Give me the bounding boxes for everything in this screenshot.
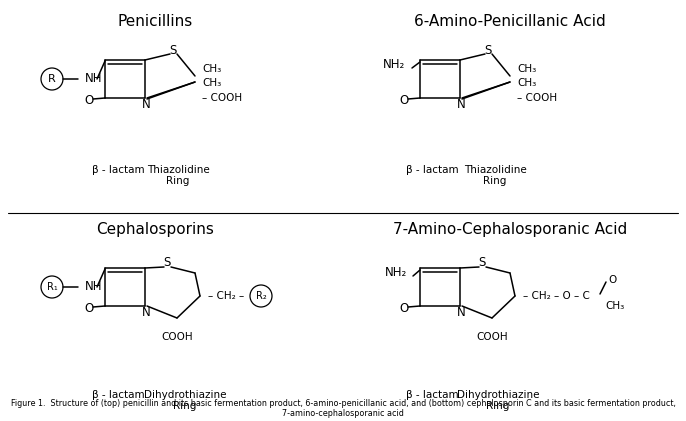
Text: O: O: [399, 94, 409, 107]
Text: CH₃: CH₃: [517, 64, 536, 74]
Text: CH₃: CH₃: [202, 64, 222, 74]
Text: NH₂: NH₂: [385, 266, 407, 280]
Text: COOH: COOH: [476, 332, 508, 342]
Text: Ring: Ring: [484, 176, 507, 186]
Text: CH₃: CH₃: [605, 301, 624, 311]
Text: S: S: [484, 43, 492, 56]
Text: R₂: R₂: [256, 291, 266, 301]
Text: CH₃: CH₃: [517, 78, 536, 88]
Text: 6-Amino-Penicillanic Acid: 6-Amino-Penicillanic Acid: [414, 14, 606, 29]
Text: CH₃: CH₃: [202, 78, 222, 88]
Text: Penicillins: Penicillins: [117, 14, 193, 29]
Text: Ring: Ring: [166, 176, 190, 186]
Text: Dihydrothiazine: Dihydrothiazine: [457, 390, 539, 400]
Text: Thiazolidine: Thiazolidine: [464, 165, 526, 175]
Text: β - lactam: β - lactam: [92, 390, 144, 400]
Text: Ring: Ring: [174, 401, 197, 411]
Text: R: R: [48, 74, 56, 84]
Text: Figure 1.  Structure of (top) penicillin and its basic fermentation product, 6-a: Figure 1. Structure of (top) penicillin …: [10, 399, 676, 418]
Text: S: S: [169, 43, 177, 56]
Text: O: O: [84, 94, 93, 107]
Text: – COOH: – COOH: [202, 93, 242, 103]
Text: N: N: [457, 306, 465, 319]
Text: S: S: [163, 256, 171, 269]
Text: R₁: R₁: [47, 282, 58, 292]
Text: O: O: [608, 275, 616, 285]
Text: NH₂: NH₂: [383, 59, 405, 72]
Text: O: O: [399, 303, 409, 315]
Text: β - lactam: β - lactam: [405, 390, 458, 400]
Text: N: N: [141, 306, 150, 319]
Text: N: N: [141, 98, 150, 110]
Text: β - lactam: β - lactam: [92, 165, 144, 175]
Text: COOH: COOH: [161, 332, 193, 342]
Text: Cephalosporins: Cephalosporins: [96, 222, 214, 237]
Text: NH: NH: [85, 280, 102, 293]
Text: – CH₂ – O – C: – CH₂ – O – C: [523, 291, 590, 301]
Text: Thiazolidine: Thiazolidine: [147, 165, 209, 175]
Text: NH: NH: [85, 72, 102, 85]
Text: Dihydrothiazine: Dihydrothiazine: [144, 390, 226, 400]
Text: Ring: Ring: [486, 401, 510, 411]
Text: – COOH: – COOH: [517, 93, 557, 103]
Text: S: S: [478, 256, 486, 269]
Text: 7-Amino-Cephalosporanic Acid: 7-Amino-Cephalosporanic Acid: [393, 222, 627, 237]
Text: N: N: [457, 98, 465, 110]
Text: β - lactam: β - lactam: [405, 165, 458, 175]
Text: O: O: [84, 303, 93, 315]
Text: – CH₂ –: – CH₂ –: [208, 291, 244, 301]
